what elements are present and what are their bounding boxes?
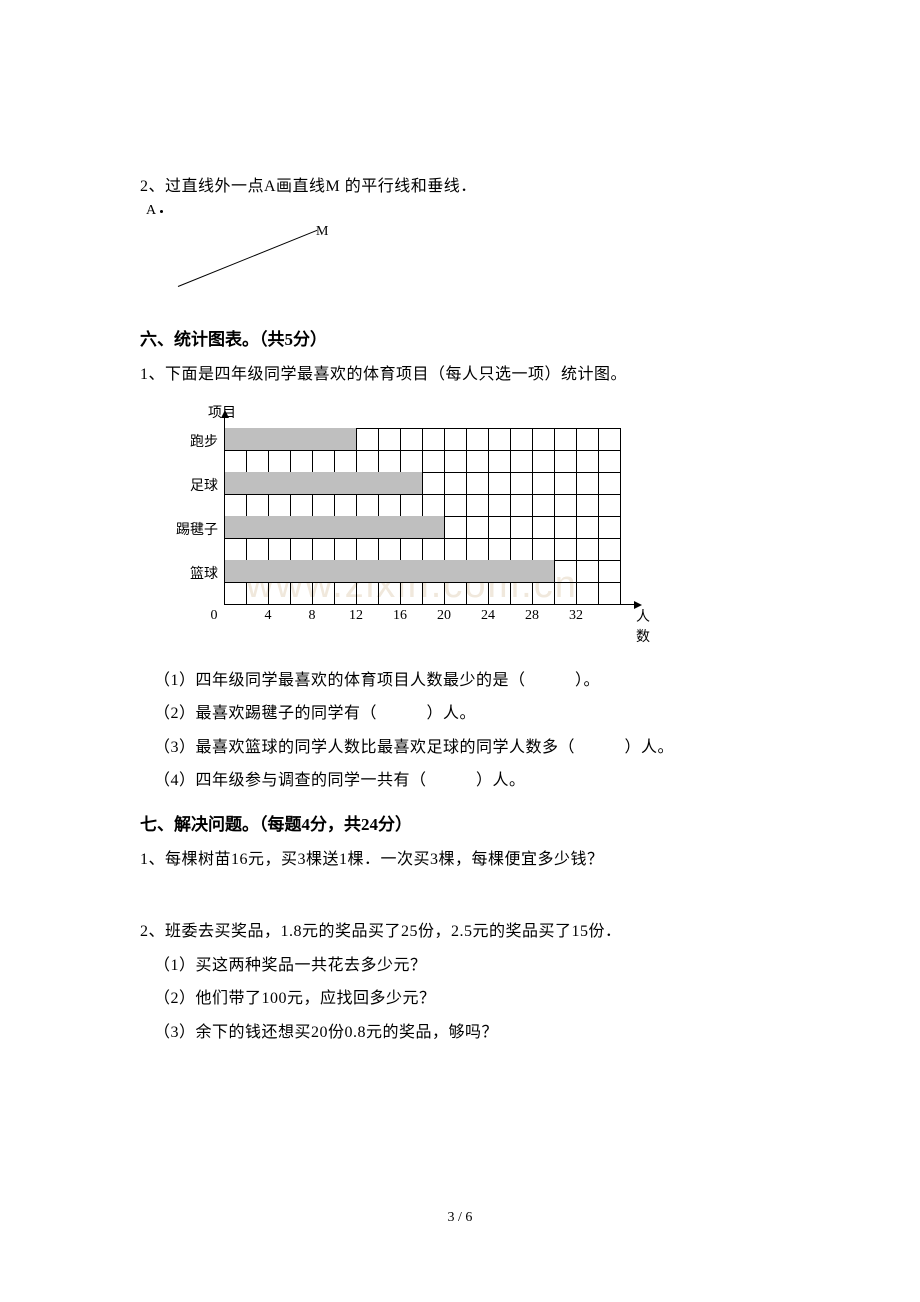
bar-1: [225, 472, 422, 494]
x-tick-6: 28: [525, 608, 539, 624]
page-number: 3 / 6: [0, 1210, 920, 1226]
y-label-3: 篮球: [176, 563, 218, 583]
q2-text: 2、过直线外一点A画直线M 的平行线和垂线．: [140, 170, 780, 204]
s7-q2-2: （2）他们带了100元，应找回多少元？: [154, 982, 780, 1016]
y-label-1: 足球: [176, 475, 218, 495]
x-tick-7: 32: [569, 608, 583, 624]
s7-q2-3: （3）余下的钱还想买20份0.8元的奖品，够吗？: [154, 1016, 780, 1050]
s6-sub2: （2）最喜欢踢毽子的同学有（ ）人。: [154, 697, 780, 731]
bar-2: [225, 516, 444, 538]
section7-title: 七、解决问题。（每题4分，共24分）: [140, 806, 780, 843]
x-tick-5: 24: [481, 608, 495, 624]
s7-q2-1: （1）买这两种奖品一共花去多少元？: [154, 949, 780, 983]
bar-3: [225, 560, 554, 582]
x-tick-0: 4: [265, 608, 272, 624]
y-label-0: 跑步: [176, 431, 218, 451]
s6-sub4: （4）四年级参与调查的同学一共有（ ）人。: [154, 764, 780, 798]
y-label-2: 踢毽子: [176, 519, 218, 539]
point-a-label: A: [146, 203, 156, 219]
s6-q1: 1、下面是四年级同学最喜欢的体育项目（每人只选一项）统计图。: [140, 358, 780, 392]
s7-q1: 1、每棵树苗16元，买3棵送1棵．一次买3棵，每棵便宜多少钱？: [140, 843, 780, 877]
s6-sub3: （3）最喜欢篮球的同学人数比最喜欢足球的同学人数多（ ）人。: [154, 731, 780, 765]
x-tick-3: 16: [393, 608, 407, 624]
x-axis-title: 人数: [636, 606, 650, 646]
line-m-label: M: [316, 224, 328, 240]
s6-sub1: （1）四年级同学最喜欢的体育项目人数最少的是（ ）。: [154, 664, 780, 698]
section6-title: 六、统计图表。（共5分）: [140, 321, 780, 358]
bar-0: [225, 428, 356, 450]
x-tick-4: 20: [437, 608, 451, 624]
geometry-diagram: A M: [140, 206, 440, 301]
x-tick-1: 8: [309, 608, 316, 624]
x-tick-2: 12: [349, 608, 363, 624]
origin-label: 0: [211, 608, 218, 624]
point-a-dot: [160, 210, 163, 213]
s7-q2: 2、班委去买奖品，1.8元的奖品买了25份，2.5元的奖品买了15份．: [140, 915, 780, 949]
line-m: [178, 229, 317, 286]
bar-chart: www.zixin.com.cn 项目跑步足球踢毽子篮球048121620242…: [166, 398, 636, 646]
